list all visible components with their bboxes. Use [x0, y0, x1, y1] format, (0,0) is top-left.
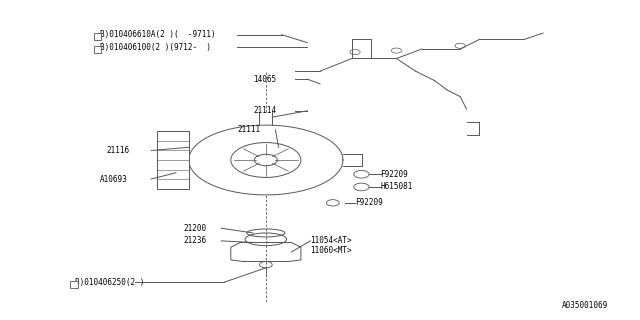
Bar [94, 33, 101, 40]
Text: B)010406100(2 )(9712-  ): B)010406100(2 )(9712- ) [100, 43, 211, 52]
Text: F92209: F92209 [355, 198, 383, 207]
Text: 21114: 21114 [253, 106, 276, 115]
Text: B)010406610A(2 )(  -9711): B)010406610A(2 )( -9711) [100, 30, 216, 39]
Text: F92209: F92209 [381, 170, 408, 179]
Text: 21200: 21200 [183, 224, 206, 233]
Text: A10693: A10693 [100, 174, 128, 184]
Text: 11054<AT>: 11054<AT> [310, 236, 352, 245]
Bar [70, 281, 78, 288]
Text: 21116: 21116 [106, 146, 130, 155]
Text: H615081: H615081 [381, 182, 413, 191]
Bar [94, 46, 101, 53]
Text: 21111: 21111 [237, 125, 260, 134]
Text: 14065: 14065 [253, 75, 276, 84]
Text: 11060<MT>: 11060<MT> [310, 246, 352, 255]
FancyBboxPatch shape [157, 132, 189, 188]
Text: 21236: 21236 [183, 236, 206, 245]
Text: B)010406250(2 ): B)010406250(2 ) [75, 278, 144, 287]
Text: A035001069: A035001069 [562, 301, 609, 310]
